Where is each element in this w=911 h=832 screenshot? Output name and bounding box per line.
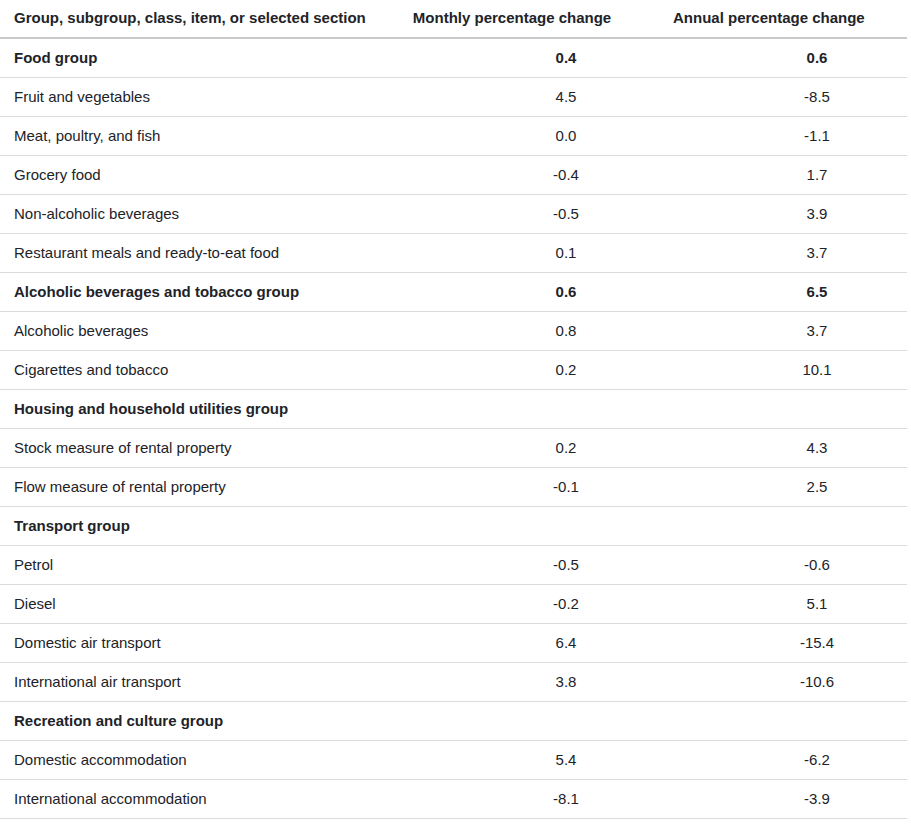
monthly-change-cell: 0.2 <box>405 429 673 468</box>
row-label-cell: Diesel <box>0 585 405 624</box>
annual-change-cell: 3.9 <box>673 195 907 234</box>
row-label-cell: Flow measure of rental property <box>0 468 405 507</box>
monthly-change-cell: 3.8 <box>405 663 673 702</box>
annual-change-cell: 0.6 <box>673 38 907 78</box>
table-row: Domestic air transport 6.4 -15.4 <box>0 624 907 663</box>
table-row: Fruit and vegetables 4.5 -8.5 <box>0 78 907 117</box>
monthly-change-cell: 0.1 <box>405 234 673 273</box>
monthly-change-cell <box>405 390 673 429</box>
table-row: Grocery food -0.4 1.7 <box>0 156 907 195</box>
row-label-cell: Domestic air transport <box>0 624 405 663</box>
row-label-cell: Non-alcoholic beverages <box>0 195 405 234</box>
annual-change-cell: 3.7 <box>673 234 907 273</box>
row-label-cell: Fruit and vegetables <box>0 78 405 117</box>
monthly-change-cell: -0.2 <box>405 585 673 624</box>
monthly-change-cell: 4.5 <box>405 78 673 117</box>
annual-change-cell: -3.9 <box>673 780 907 819</box>
column-header-group: Group, subgroup, class, item, or selecte… <box>0 0 405 38</box>
row-label-cell: Transport group <box>0 507 405 546</box>
table-row: Restaurant meals and ready-to-eat food 0… <box>0 234 907 273</box>
monthly-change-cell: 6.4 <box>405 624 673 663</box>
row-label-cell: Food group <box>0 38 405 78</box>
monthly-change-cell: 5.4 <box>405 741 673 780</box>
table-row: Recreation and culture group <box>0 702 907 741</box>
header-row: Group, subgroup, class, item, or selecte… <box>0 0 907 38</box>
monthly-change-cell: 0.4 <box>405 38 673 78</box>
monthly-change-cell <box>405 507 673 546</box>
row-label-cell: Alcoholic beverages <box>0 312 405 351</box>
monthly-change-cell: -8.1 <box>405 780 673 819</box>
monthly-change-cell <box>405 702 673 741</box>
monthly-change-cell: 0.2 <box>405 351 673 390</box>
row-label-cell: Recreation and culture group <box>0 702 405 741</box>
annual-change-cell: -8.5 <box>673 78 907 117</box>
table-row: Alcoholic beverages and tobacco group 0.… <box>0 273 907 312</box>
annual-change-cell: 4.3 <box>673 429 907 468</box>
table-row: Petrol -0.5 -0.6 <box>0 546 907 585</box>
annual-change-cell <box>673 507 907 546</box>
monthly-change-cell: -0.5 <box>405 195 673 234</box>
annual-change-cell: -10.6 <box>673 663 907 702</box>
row-label-cell: Grocery food <box>0 156 405 195</box>
annual-change-cell: -0.6 <box>673 546 907 585</box>
monthly-change-cell: 0.0 <box>405 117 673 156</box>
annual-change-cell <box>673 702 907 741</box>
table-row: Stock measure of rental property 0.2 4.3 <box>0 429 907 468</box>
annual-change-cell: 10.1 <box>673 351 907 390</box>
row-label-cell: Meat, poultry, and fish <box>0 117 405 156</box>
monthly-change-cell: -0.1 <box>405 468 673 507</box>
row-label-cell: Domestic accommodation <box>0 741 405 780</box>
percentage-change-table: Group, subgroup, class, item, or selecte… <box>0 0 907 819</box>
monthly-change-cell: -0.5 <box>405 546 673 585</box>
table-row: Cigarettes and tobacco 0.2 10.1 <box>0 351 907 390</box>
annual-change-cell: -6.2 <box>673 741 907 780</box>
table-body: Food group 0.4 0.6 Fruit and vegetables … <box>0 38 907 819</box>
table-row: International accommodation -8.1 -3.9 <box>0 780 907 819</box>
row-label-cell: Alcoholic beverages and tobacco group <box>0 273 405 312</box>
table-row: Diesel -0.2 5.1 <box>0 585 907 624</box>
annual-change-cell: 2.5 <box>673 468 907 507</box>
row-label-cell: Stock measure of rental property <box>0 429 405 468</box>
annual-change-cell: 6.5 <box>673 273 907 312</box>
table-row: Transport group <box>0 507 907 546</box>
annual-change-cell: -15.4 <box>673 624 907 663</box>
row-label-cell: Petrol <box>0 546 405 585</box>
monthly-change-cell: -0.4 <box>405 156 673 195</box>
row-label-cell: International air transport <box>0 663 405 702</box>
column-header-monthly: Monthly percentage change <box>405 0 673 38</box>
table-row: Non-alcoholic beverages -0.5 3.9 <box>0 195 907 234</box>
row-label-cell: International accommodation <box>0 780 405 819</box>
row-label-cell: Cigarettes and tobacco <box>0 351 405 390</box>
row-label-cell: Housing and household utilities group <box>0 390 405 429</box>
table-row: International air transport 3.8 -10.6 <box>0 663 907 702</box>
column-header-annual: Annual percentage change <box>673 0 907 38</box>
monthly-change-cell: 0.6 <box>405 273 673 312</box>
row-label-cell: Restaurant meals and ready-to-eat food <box>0 234 405 273</box>
annual-change-cell: -1.1 <box>673 117 907 156</box>
monthly-change-cell: 0.8 <box>405 312 673 351</box>
annual-change-cell: 1.7 <box>673 156 907 195</box>
table-row: Flow measure of rental property -0.1 2.5 <box>0 468 907 507</box>
table-row: Food group 0.4 0.6 <box>0 38 907 78</box>
annual-change-cell <box>673 390 907 429</box>
table-row: Alcoholic beverages 0.8 3.7 <box>0 312 907 351</box>
annual-change-cell: 5.1 <box>673 585 907 624</box>
table-row: Domestic accommodation 5.4 -6.2 <box>0 741 907 780</box>
table-row: Meat, poultry, and fish 0.0 -1.1 <box>0 117 907 156</box>
annual-change-cell: 3.7 <box>673 312 907 351</box>
page: Group, subgroup, class, item, or selecte… <box>0 0 911 819</box>
table-row: Housing and household utilities group <box>0 390 907 429</box>
